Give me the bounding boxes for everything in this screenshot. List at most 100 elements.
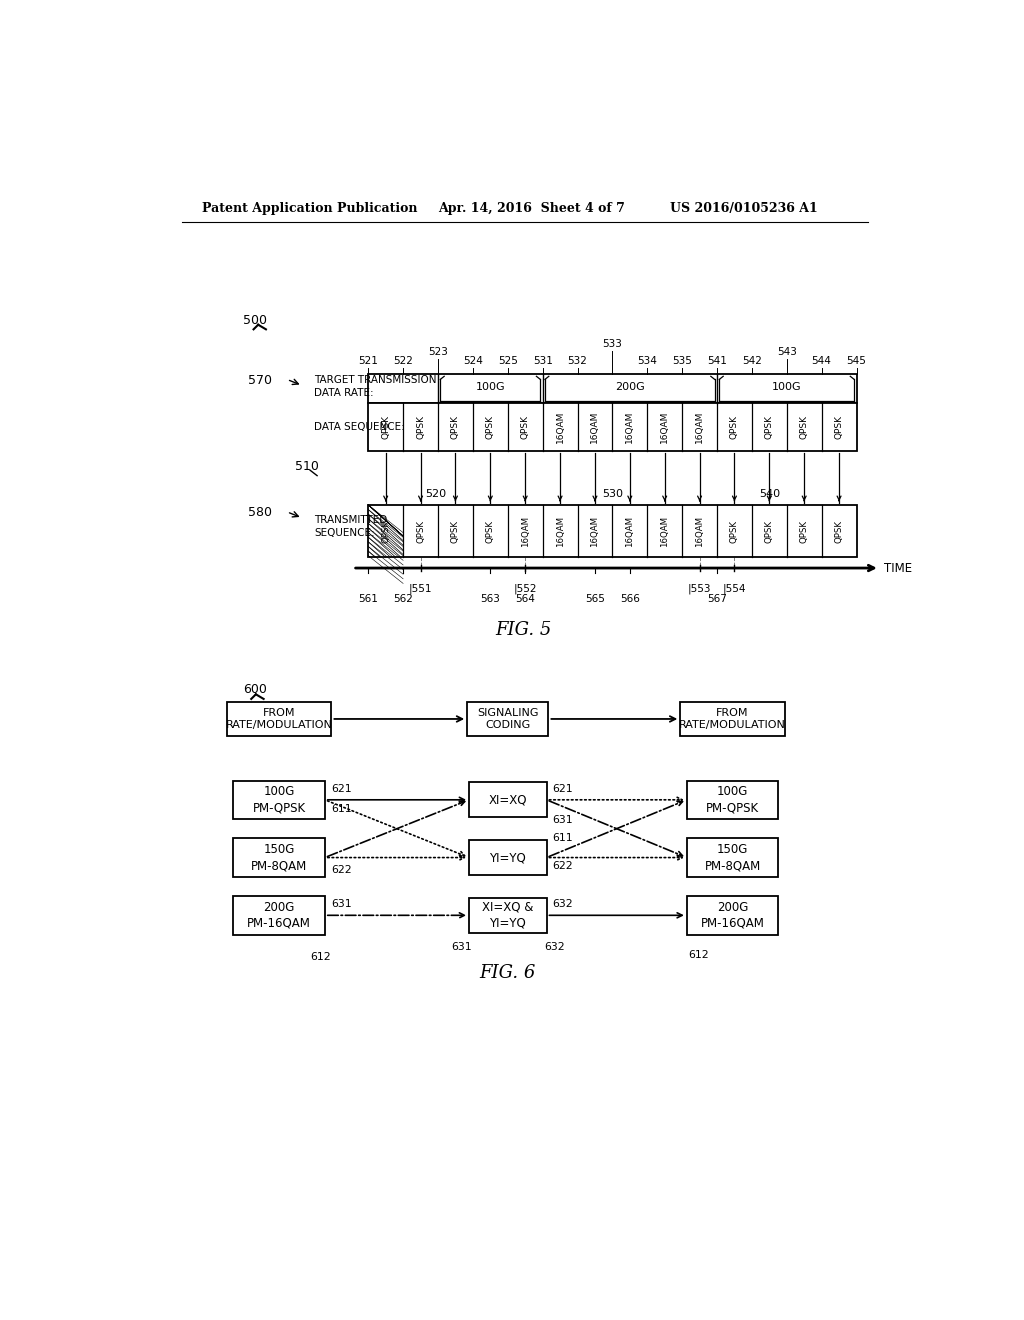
Text: 100G
PM-QPSK: 100G PM-QPSK: [706, 785, 759, 814]
Text: 200G
PM-16QAM: 200G PM-16QAM: [247, 900, 311, 929]
Text: XI=XQ &
YI=YQ: XI=XQ & YI=YQ: [482, 900, 534, 929]
Text: 612: 612: [310, 952, 332, 961]
Bar: [687, 780, 778, 818]
Text: 570: 570: [248, 374, 272, 387]
Text: QPSK: QPSK: [381, 414, 390, 440]
Text: 510: 510: [295, 459, 318, 473]
Text: 523: 523: [428, 347, 447, 358]
Bar: [687, 896, 778, 935]
Text: 16QAM: 16QAM: [660, 516, 670, 546]
Text: 531: 531: [532, 356, 553, 367]
Text: 16QAM: 16QAM: [660, 411, 670, 444]
Text: 631: 631: [331, 899, 351, 909]
Text: 16QAM: 16QAM: [626, 411, 634, 444]
Text: 543: 543: [777, 347, 797, 358]
Bar: [233, 780, 325, 818]
Bar: [680, 702, 784, 737]
Text: 621: 621: [553, 784, 573, 793]
Text: 563: 563: [480, 594, 501, 605]
Bar: [233, 838, 325, 876]
Text: QPSK: QPSK: [800, 414, 809, 440]
Text: |552: |552: [513, 583, 537, 594]
Text: 541: 541: [707, 356, 727, 367]
Text: |554: |554: [723, 583, 746, 594]
Bar: [469, 783, 547, 817]
Text: DATA SEQUENCE:: DATA SEQUENCE:: [314, 422, 404, 432]
Text: |551: |551: [409, 583, 432, 594]
Text: 100G: 100G: [475, 381, 505, 392]
Text: US 2016/0105236 A1: US 2016/0105236 A1: [671, 202, 818, 215]
Text: 16QAM: 16QAM: [626, 516, 634, 546]
Text: QPSK: QPSK: [800, 520, 809, 543]
Text: 16QAM: 16QAM: [695, 516, 705, 546]
Text: 500: 500: [243, 314, 266, 326]
Text: Patent Application Publication: Patent Application Publication: [202, 202, 417, 215]
Bar: [369, 506, 856, 557]
Text: QPSK: QPSK: [416, 414, 425, 440]
Bar: [233, 896, 325, 935]
Text: 631: 631: [553, 814, 573, 825]
Bar: [467, 702, 549, 737]
Bar: [687, 838, 778, 876]
Text: 200G
PM-16QAM: 200G PM-16QAM: [700, 900, 765, 929]
Text: QPSK: QPSK: [451, 520, 460, 543]
Text: 16QAM: 16QAM: [520, 516, 529, 546]
Text: 565: 565: [585, 594, 605, 605]
Text: 200G: 200G: [615, 381, 645, 392]
Bar: [369, 404, 856, 451]
Text: 580: 580: [248, 506, 272, 519]
Text: FROM
RATE/MODULATION: FROM RATE/MODULATION: [679, 708, 786, 730]
Text: 567: 567: [707, 594, 727, 605]
Bar: [469, 841, 547, 875]
Text: 535: 535: [672, 356, 692, 367]
Text: 631: 631: [451, 942, 472, 952]
Text: 542: 542: [742, 356, 762, 367]
Text: 611: 611: [331, 804, 351, 814]
Text: XI=XQ: XI=XQ: [488, 793, 527, 807]
Text: 16QAM: 16QAM: [591, 411, 599, 444]
Text: 561: 561: [358, 594, 378, 605]
Text: QPSK: QPSK: [730, 414, 739, 440]
Bar: [369, 374, 856, 404]
Text: 611: 611: [553, 833, 573, 842]
Text: 530: 530: [602, 488, 623, 499]
Text: QPSK: QPSK: [520, 414, 529, 440]
Text: 16QAM: 16QAM: [556, 411, 564, 444]
Text: QPSK: QPSK: [835, 414, 844, 440]
Text: 100G: 100G: [772, 381, 802, 392]
Text: 632: 632: [553, 899, 573, 909]
Text: FROM
RATE/MODULATION: FROM RATE/MODULATION: [225, 708, 333, 730]
Text: 621: 621: [331, 784, 351, 793]
Text: 632: 632: [544, 942, 564, 952]
Bar: [469, 898, 547, 933]
Text: TARGET TRANSMISSION
DATA RATE:: TARGET TRANSMISSION DATA RATE:: [314, 375, 436, 397]
Text: 522: 522: [393, 356, 413, 367]
Text: 16QAM: 16QAM: [695, 411, 705, 444]
Text: 566: 566: [620, 594, 640, 605]
Text: FIG. 5: FIG. 5: [495, 620, 552, 639]
Text: QPSK: QPSK: [730, 520, 739, 543]
Text: 562: 562: [393, 594, 413, 605]
Text: QPSK: QPSK: [765, 520, 774, 543]
Text: 564: 564: [515, 594, 536, 605]
Text: 524: 524: [463, 356, 482, 367]
Text: 600: 600: [243, 684, 266, 696]
Text: 544: 544: [812, 356, 831, 367]
Text: QPSK: QPSK: [835, 520, 844, 543]
Text: QPSK: QPSK: [416, 520, 425, 543]
Text: 622: 622: [553, 862, 573, 871]
Text: SIGNALING
CODING: SIGNALING CODING: [477, 708, 539, 730]
Text: 534: 534: [637, 356, 657, 367]
Text: QPSK: QPSK: [381, 520, 390, 543]
Text: YI=YQ: YI=YQ: [489, 851, 526, 865]
Text: 533: 533: [602, 339, 623, 350]
Text: 545: 545: [847, 356, 866, 367]
Text: FIG. 6: FIG. 6: [479, 964, 536, 982]
Text: QPSK: QPSK: [765, 414, 774, 440]
Text: 521: 521: [358, 356, 378, 367]
Text: 150G
PM-8QAM: 150G PM-8QAM: [705, 843, 761, 873]
Text: 540: 540: [759, 488, 780, 499]
Text: 16QAM: 16QAM: [591, 516, 599, 546]
Text: 16QAM: 16QAM: [556, 516, 564, 546]
Text: 100G
PM-QPSK: 100G PM-QPSK: [253, 785, 306, 814]
